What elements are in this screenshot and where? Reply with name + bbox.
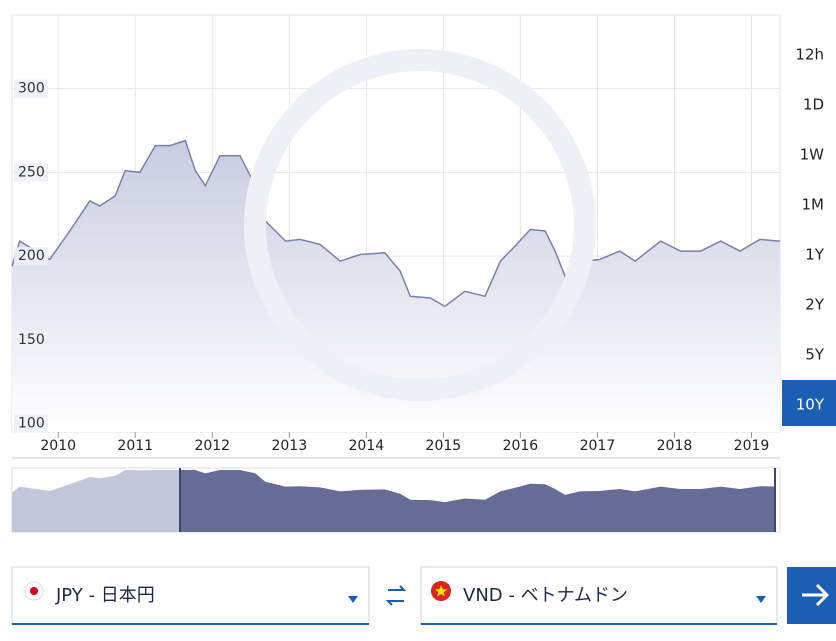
to-select[interactable] (420, 566, 778, 625)
range-button-label: 5Y (805, 346, 825, 364)
area (12, 140, 780, 432)
range-button-label: 1D (803, 96, 824, 114)
y-tick-label: 150 (18, 332, 45, 348)
arrow-icon (802, 583, 830, 607)
from-select[interactable] (11, 566, 370, 625)
x-tick-label: 2011 (117, 438, 153, 454)
x-tick-label: 2018 (657, 438, 693, 454)
x-tick-label: 2019 (734, 438, 770, 454)
y-tick-bg (14, 330, 48, 349)
range-button[interactable] (782, 180, 836, 226)
swap-icon[interactable] (385, 585, 407, 606)
y-tick-bg (14, 79, 48, 98)
from-label: JPY - 日本円 (55, 585, 155, 606)
dropdown-caret (756, 596, 766, 603)
vn-flag-star (434, 585, 448, 597)
x-tick-label: 2015 (426, 438, 462, 454)
x-tick-label: 2010 (40, 438, 76, 454)
x-tick-label: 2017 (580, 438, 616, 454)
range-button[interactable] (782, 30, 836, 76)
y-tick-label: 200 (18, 248, 45, 264)
dropdown-caret (348, 596, 358, 603)
range-button[interactable] (782, 380, 836, 426)
y-tick-label: 100 (18, 416, 45, 432)
plot: 2010 2011 2012 2013 2014 2015 2016 2017 2018 2019… (11, 15, 781, 454)
range-button[interactable] (782, 80, 836, 126)
x-tick-label: 2014 (349, 438, 385, 454)
line (11, 139, 781, 308)
navigator-series (12, 470, 775, 532)
y-tick-bg (14, 247, 48, 266)
range-button-label: 1M (802, 196, 825, 214)
range-button-label: 1Y (805, 246, 825, 264)
range-button[interactable] (782, 330, 836, 376)
range-button[interactable] (782, 230, 836, 276)
range-button-label: 12h (795, 46, 824, 64)
range-button-label: 1W (800, 146, 825, 164)
range-button-label: 2Y (805, 296, 825, 314)
range-button[interactable] (782, 130, 836, 176)
y-tick-bg (14, 163, 48, 182)
to-label: VND - ベトナムドン (463, 585, 628, 606)
y-tick-label: 300 (18, 81, 45, 97)
range-button[interactable] (782, 280, 836, 326)
navigator-area (180, 470, 775, 532)
x-tick-label: 2013 (271, 438, 307, 454)
y-tick-label: 250 (18, 164, 45, 180)
range-buttons: 12h 1D 1W 1M 1Y 2Y 5Y 10Y (782, 30, 836, 426)
watermark (244, 49, 596, 401)
x-tick-label: 2016 (503, 438, 539, 454)
navigator-area (12, 470, 180, 532)
y-tick-bg (14, 414, 48, 433)
x-tick-label: 2012 (194, 438, 230, 454)
jp-flag-dot (30, 587, 38, 595)
range-button-label: 10Y (796, 396, 825, 414)
